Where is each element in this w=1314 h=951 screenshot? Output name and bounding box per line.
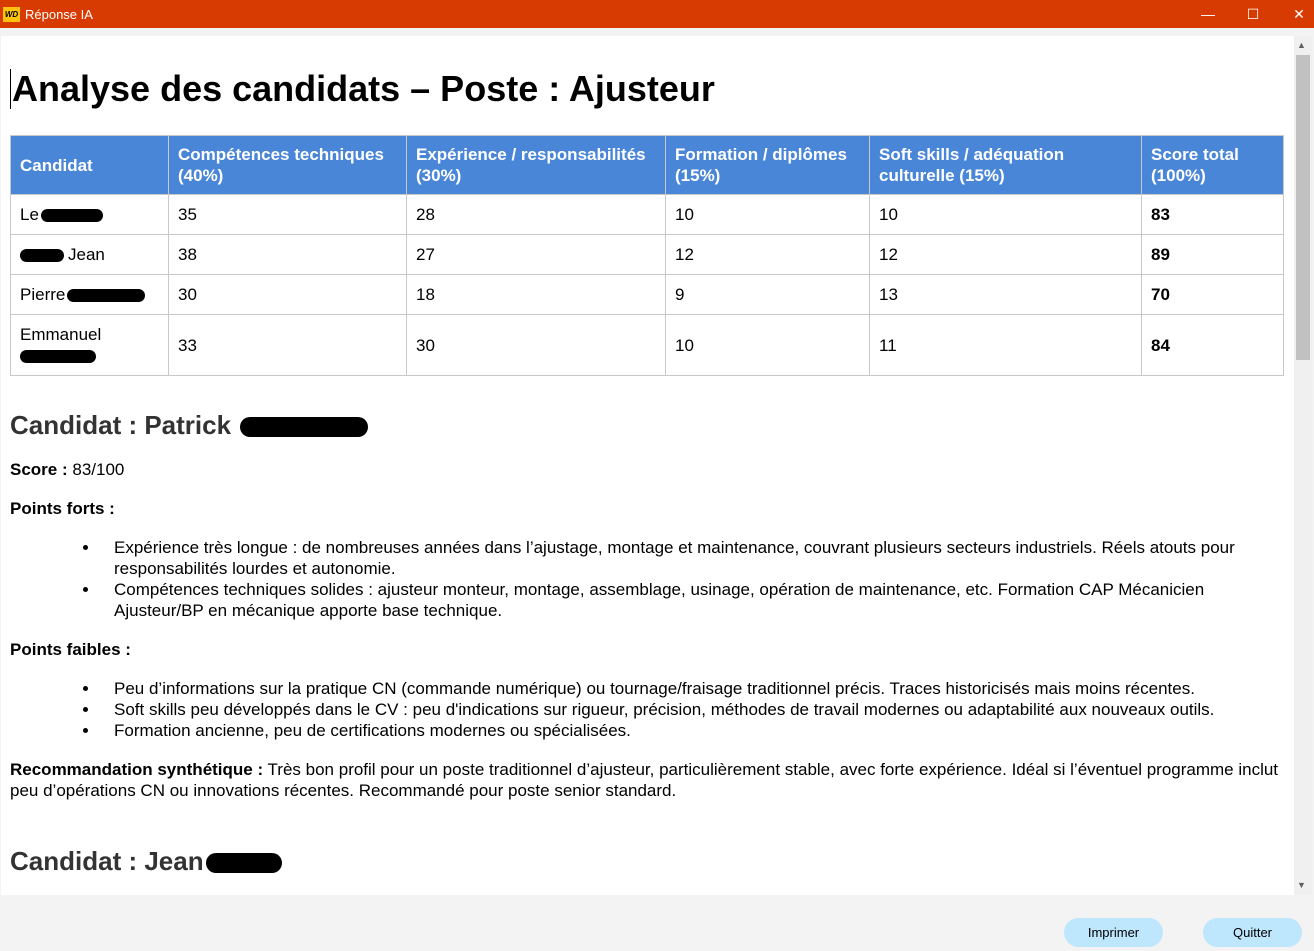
table-row: Emmanuel 33 30 10 11 84 — [10, 314, 1284, 376]
candidates-table: Candidat Compétences techniques (40%) Ex… — [10, 135, 1284, 376]
app-logo: WD — [3, 6, 20, 22]
redaction — [67, 289, 146, 303]
weaknesses-label: Points faibles : — [10, 639, 1294, 660]
cell-name: Le — [10, 194, 169, 235]
cell-formation: 12 — [665, 234, 870, 275]
reco-label: Recommandation synthétique : — [10, 760, 264, 779]
table-row: Jean 38 27 12 12 89 — [10, 234, 1284, 275]
cell-total: 70 — [1141, 274, 1284, 315]
cell-formation: 10 — [665, 314, 870, 376]
cell-tech: 38 — [168, 234, 407, 275]
scroll-down-icon[interactable]: ▼ — [1297, 880, 1306, 890]
cell-total: 83 — [1141, 194, 1284, 235]
strengths-label-text: Points forts : — [10, 499, 115, 518]
list-item: Peu d’informations sur la pratique CN (c… — [100, 678, 1294, 699]
redaction — [20, 249, 64, 263]
cell-soft: 10 — [869, 194, 1142, 235]
score-line: Score : 83/100 — [10, 459, 1294, 480]
cell-tech: 30 — [168, 274, 407, 315]
cell-tech: 35 — [168, 194, 407, 235]
cell-exp: 28 — [406, 194, 666, 235]
list-item: Soft skills peu développés dans le CV : … — [100, 699, 1294, 720]
list-item: Formation ancienne, peu de certification… — [100, 720, 1294, 741]
cell-soft: 12 — [869, 234, 1142, 275]
col-formation: Formation / diplômes (15%) — [665, 135, 870, 195]
scroll-up-icon[interactable]: ▲ — [1297, 40, 1306, 50]
quit-button[interactable]: Quitter — [1203, 918, 1302, 947]
cell-tech: 33 — [168, 314, 407, 376]
cell-name: Pierre — [10, 274, 169, 315]
col-total: Score total (100%) — [1141, 135, 1284, 195]
table-header: Candidat Compétences techniques (40%) Ex… — [10, 135, 1284, 195]
recommendation: Recommandation synthétique : Très bon pr… — [10, 759, 1294, 801]
cell-exp: 30 — [406, 314, 666, 376]
maximize-button[interactable]: ☐ — [1246, 5, 1260, 22]
minimize-button[interactable]: — — [1201, 6, 1215, 22]
col-tech: Compétences techniques (40%) — [168, 135, 407, 195]
cell-formation: 9 — [665, 274, 870, 315]
cell-exp: 18 — [406, 274, 666, 315]
title-bar: WD Réponse IA — ☐ ✕ — [0, 0, 1314, 28]
candidate-heading: Candidat : Patrick — [10, 410, 1294, 441]
scrollbar-thumb[interactable] — [1296, 55, 1310, 360]
redaction — [20, 350, 96, 364]
candidate-name: Le — [20, 205, 39, 224]
table-row: Pierre 30 18 9 13 70 — [10, 274, 1284, 315]
list-item: Compétences techniques solides : ajusteu… — [100, 579, 1294, 621]
cell-formation: 10 — [665, 194, 870, 235]
cell-soft: 11 — [869, 314, 1142, 376]
cell-name: Emmanuel — [10, 314, 169, 376]
close-button[interactable]: ✕ — [1293, 5, 1305, 22]
redaction — [40, 209, 103, 223]
candidate-heading: Candidat : Jean — [10, 846, 1294, 877]
list-item: Expérience très longue : de nombreuses a… — [100, 537, 1294, 579]
weaknesses-label-text: Points faibles : — [10, 640, 131, 659]
reco-text: Très bon profil pour un poste traditionn… — [10, 760, 1279, 800]
cell-total: 89 — [1141, 234, 1284, 275]
table-row: Le 35 28 10 10 83 — [10, 194, 1284, 235]
candidate-name: Emmanuel — [20, 325, 102, 344]
page-title: Analyse des candidats – Poste : Ajusteur — [10, 69, 1294, 109]
redaction — [205, 853, 282, 874]
heading-text: Candidat : Patrick — [10, 410, 232, 440]
print-button[interactable]: Imprimer — [1064, 918, 1163, 947]
weaknesses-list: Peu d’informations sur la pratique CN (c… — [10, 678, 1294, 741]
score-label: Score : — [10, 460, 68, 479]
strengths-list: Expérience très longue : de nombreuses a… — [10, 537, 1294, 621]
heading-text: Candidat : Jean — [10, 846, 204, 876]
redaction — [240, 417, 369, 438]
col-candidat: Candidat — [10, 135, 169, 195]
window-title: Réponse IA — [25, 6, 93, 22]
response-document[interactable]: Analyse des candidats – Poste : Ajusteur… — [1, 36, 1294, 895]
cell-exp: 27 — [406, 234, 666, 275]
strengths-label: Points forts : — [10, 498, 1294, 519]
score-value: 83/100 — [67, 460, 125, 479]
cell-soft: 13 — [869, 274, 1142, 315]
candidate-name: Jean — [68, 245, 105, 264]
cell-name: Jean — [10, 234, 169, 275]
col-exp: Expérience / responsabilités (30%) — [406, 135, 666, 195]
candidate-name: Pierre — [20, 285, 66, 304]
col-soft: Soft skills / adéquation culturelle (15%… — [869, 135, 1142, 195]
cell-total: 84 — [1141, 314, 1284, 376]
